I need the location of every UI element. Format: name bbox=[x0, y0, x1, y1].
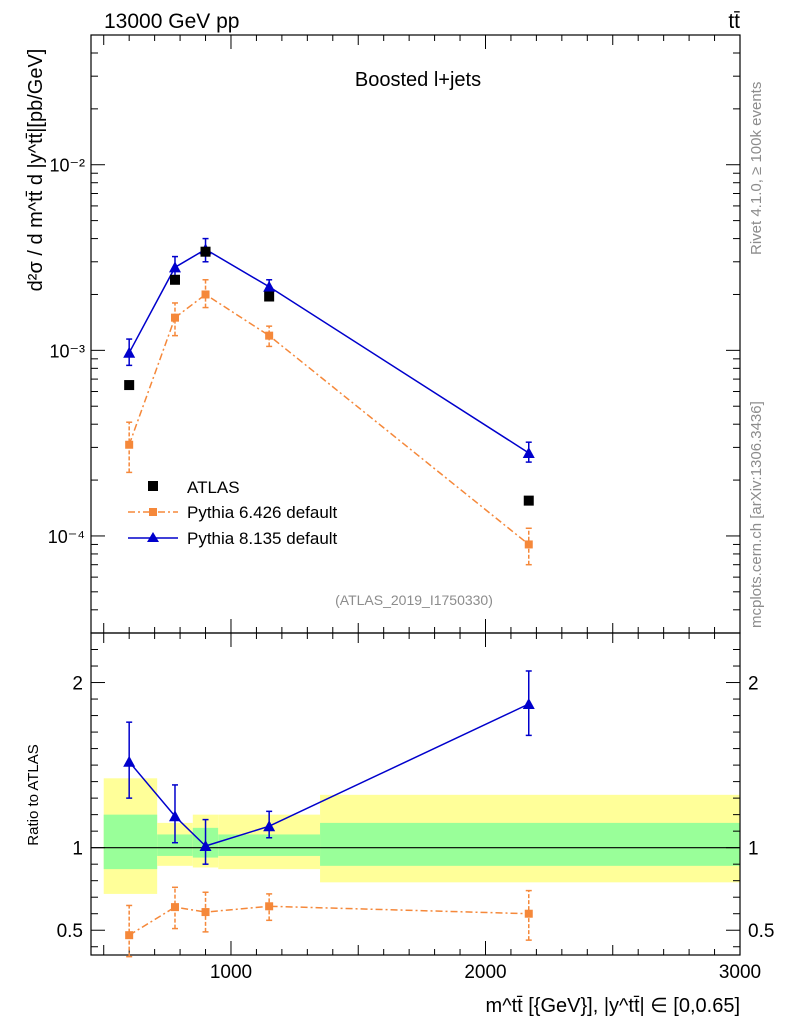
rivet-label: Rivet 4.1.0, ≥ 100k events bbox=[748, 82, 765, 255]
main-ytick-label: 10⁻³ bbox=[49, 341, 85, 361]
legend-py6-marker bbox=[149, 508, 157, 516]
legend-py8-marker bbox=[147, 532, 159, 542]
ratio-ytick-label-right: 1 bbox=[748, 839, 759, 860]
x-tick-label: 1000 bbox=[210, 962, 252, 983]
ratio-bands bbox=[103, 778, 740, 894]
header-right: tt̄ bbox=[728, 10, 740, 33]
ratio-py8-point bbox=[263, 820, 276, 832]
main-py6-point bbox=[125, 440, 134, 449]
main-py6-point bbox=[170, 313, 179, 322]
main-atlas-point bbox=[200, 246, 211, 257]
main-title: Boosted l+jets bbox=[355, 69, 481, 91]
legend-atlas-marker bbox=[148, 481, 158, 491]
main-panel-axes: 10⁻⁴ 10⁻³ 10⁻² bbox=[48, 34, 741, 634]
main-panel-marks bbox=[123, 237, 535, 566]
ratio-ytick-label: 2 bbox=[72, 674, 83, 695]
ratio-py6-point bbox=[524, 909, 533, 918]
ratio-py6-line bbox=[128, 905, 529, 936]
ratio-py8-point bbox=[168, 810, 181, 822]
header-left: 13000 GeV pp bbox=[104, 10, 239, 33]
main-py6-line bbox=[128, 293, 530, 546]
ratio-panel-axes: 1000 2000 3000 0.5 0.5 1 1 2 2 bbox=[57, 632, 774, 983]
x-tick-label: 3000 bbox=[719, 962, 761, 983]
ratio-py6-point bbox=[201, 908, 210, 917]
band-inner-3 bbox=[218, 834, 321, 856]
main-py8-point bbox=[168, 261, 181, 273]
band-inner-1 bbox=[157, 834, 193, 856]
ratio-py8-point bbox=[199, 840, 212, 852]
ratio-ytick-label-right: 0.5 bbox=[748, 921, 774, 942]
ratio-py8-point bbox=[123, 755, 136, 767]
main-atlas-point bbox=[264, 291, 275, 302]
ratio-ytick-label-right: 2 bbox=[748, 674, 759, 695]
ratio-py6-point bbox=[125, 931, 134, 940]
ratio-ylabel: Ratio to ATLAS bbox=[25, 744, 42, 845]
band-inner-0 bbox=[103, 814, 158, 870]
main-ytick-label: 10⁻² bbox=[49, 156, 85, 176]
main-ylabel: d²σ / d m^tt̄ d |y^tt̄|[pb/GeV] bbox=[25, 49, 47, 292]
legend-py6-label: Pythia 6.426 default bbox=[187, 503, 338, 522]
main-py6-point bbox=[201, 290, 210, 299]
legend: ATLAS Pythia 6.426 default Pythia 8.135 … bbox=[128, 478, 338, 548]
ratio-py6-point bbox=[265, 902, 274, 911]
mcplots-label: mcplots.cern.ch [arXiv:1306.3436] bbox=[748, 401, 765, 628]
main-ytick-label: 10⁻⁴ bbox=[48, 527, 85, 547]
main-py8-point bbox=[263, 280, 276, 292]
ratio-py8-point bbox=[522, 698, 535, 710]
main-py8-point bbox=[522, 446, 535, 458]
main-atlas-point bbox=[169, 274, 180, 285]
main-atlas-point bbox=[124, 380, 135, 391]
x-tick-label: 2000 bbox=[464, 962, 506, 983]
legend-py8-label: Pythia 8.135 default bbox=[187, 529, 338, 548]
ratio-ytick-label: 1 bbox=[72, 839, 83, 860]
ratio-frame bbox=[90, 632, 741, 956]
x-axis-label: m^tt̄ [{GeV}], |y^tt̄| ∈ [0,0.65] bbox=[486, 995, 740, 1017]
band-inner-4 bbox=[320, 822, 740, 866]
ratio-panel-marks bbox=[123, 670, 535, 958]
main-atlas-point bbox=[523, 495, 534, 506]
main-py6-point bbox=[265, 331, 274, 340]
ratio-ytick-label: 0.5 bbox=[57, 921, 83, 942]
main-py8-point bbox=[123, 346, 136, 358]
watermark: (ATLAS_2019_I1750330) bbox=[335, 592, 493, 608]
main-py8-line bbox=[128, 248, 530, 454]
legend-atlas-label: ATLAS bbox=[187, 478, 240, 497]
ratio-py6-point bbox=[170, 903, 179, 912]
main-py6-point bbox=[524, 540, 533, 549]
